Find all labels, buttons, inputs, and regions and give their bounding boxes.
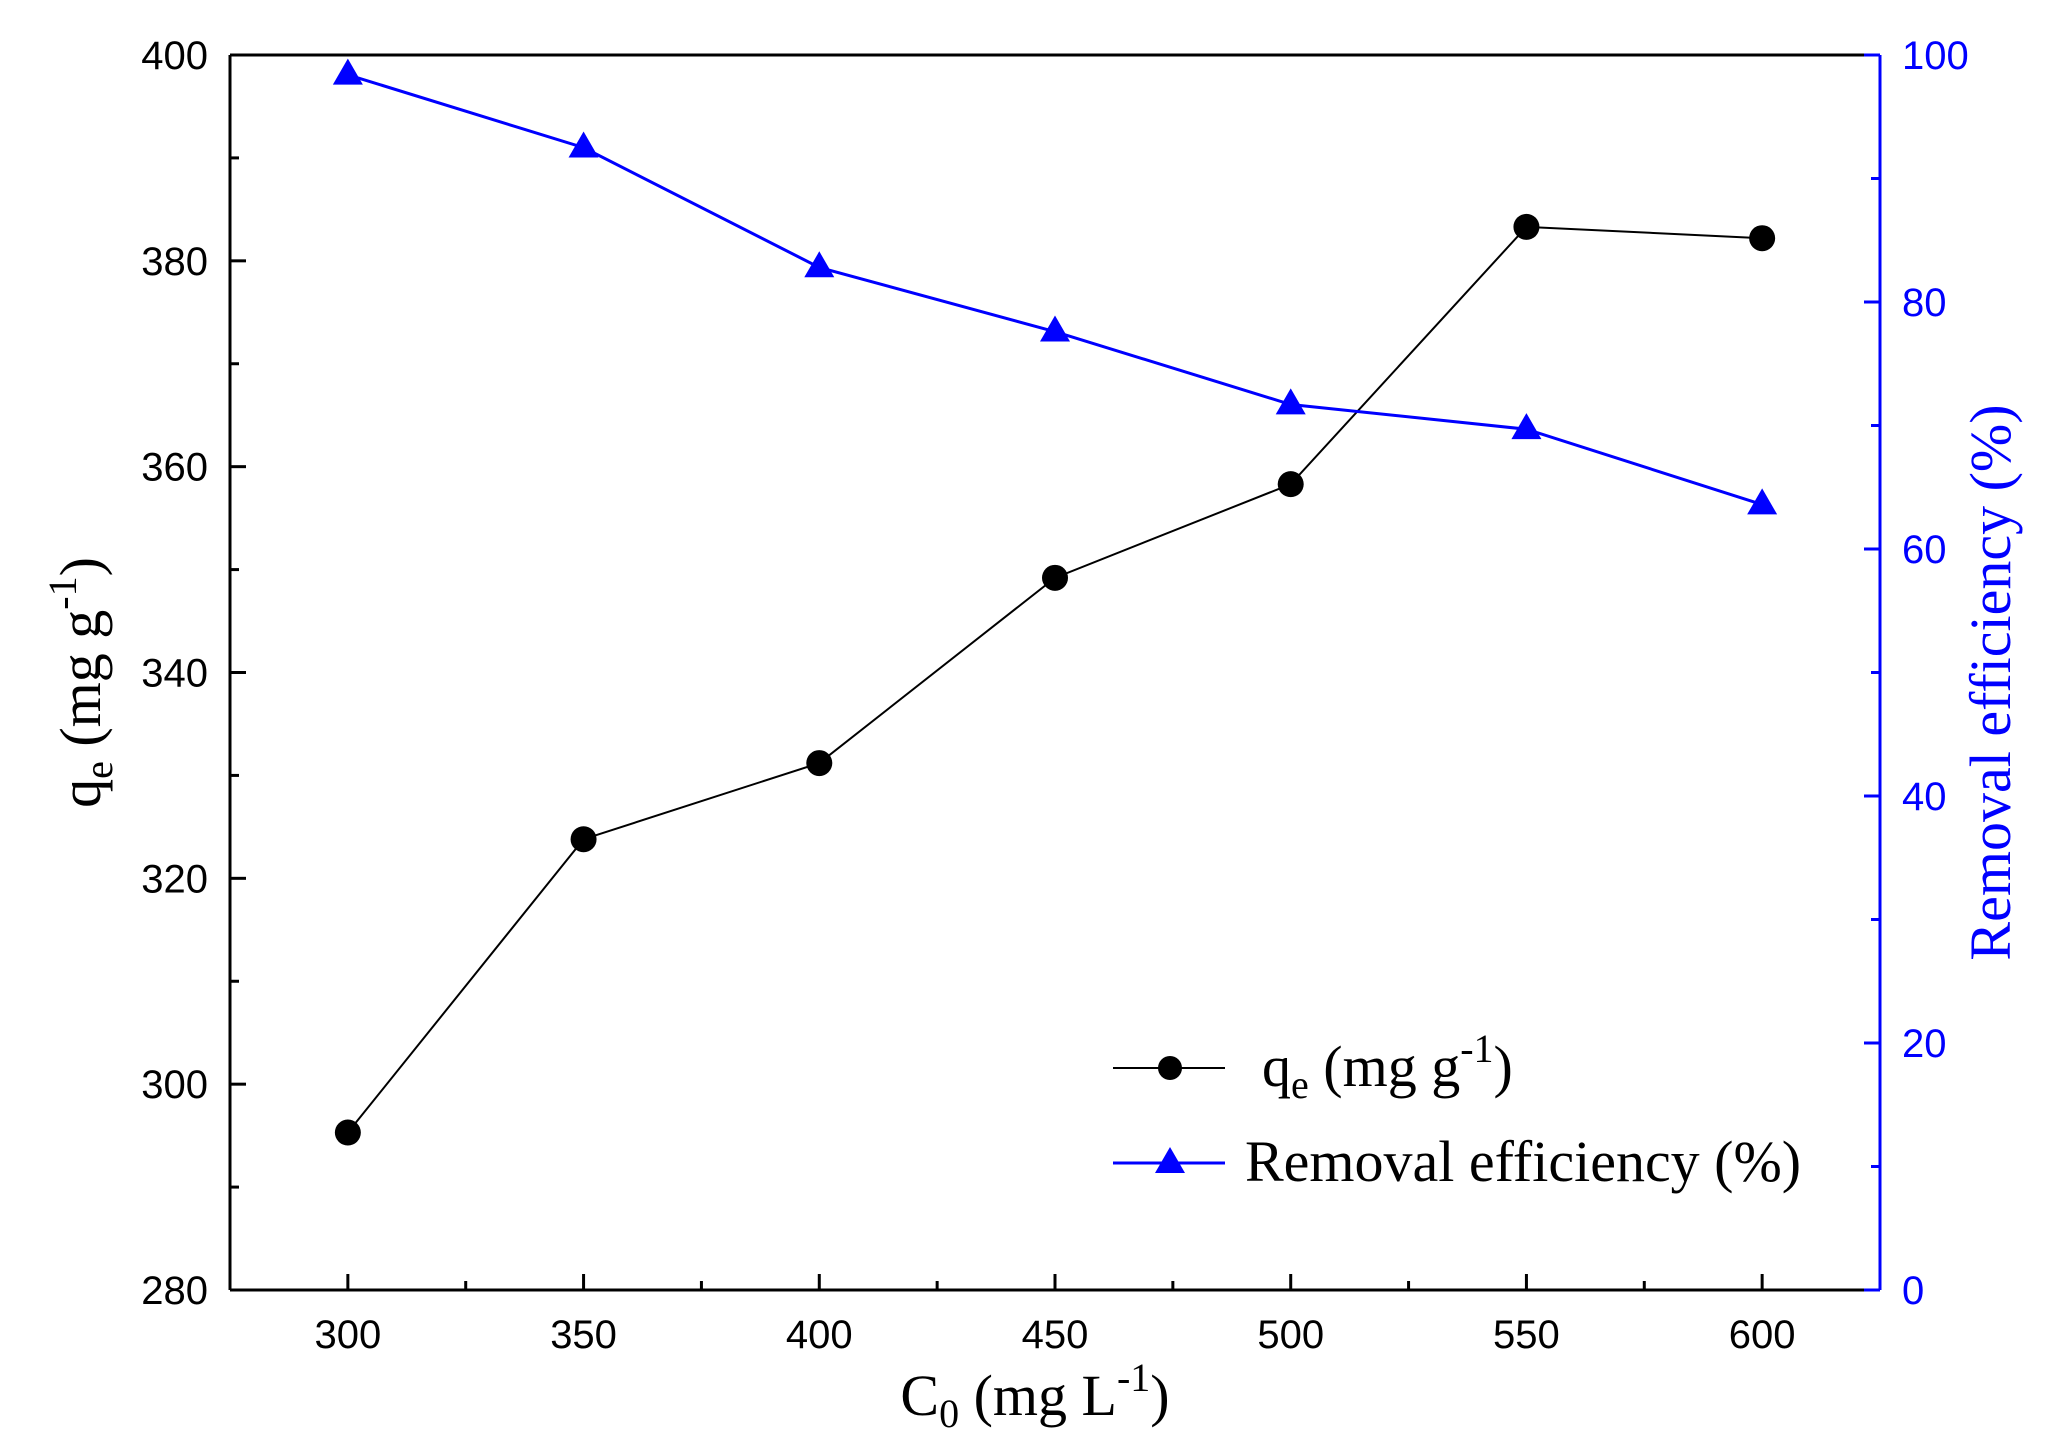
x-tick-label: 400	[786, 1313, 853, 1357]
x-tick-label: 500	[1257, 1313, 1324, 1357]
right-y-tick-label: 60	[1902, 528, 1947, 572]
legend-qe-label: qe (mg g-1)	[1262, 1026, 1513, 1107]
removal-data-point	[1275, 388, 1306, 415]
qe-data-point	[334, 1119, 361, 1146]
removal-data-point	[1511, 413, 1542, 440]
legend: qe (mg g-1) Removal efficiency (%)	[1113, 1026, 1801, 1194]
removal-data-point	[1747, 488, 1778, 515]
qe-data-point	[1513, 213, 1540, 240]
qe-data-point	[806, 750, 833, 777]
right-y-tick-label: 80	[1902, 281, 1947, 325]
x-tick-label: 300	[314, 1313, 381, 1357]
right-y-tick-label: 0	[1902, 1269, 1924, 1313]
qe-data-point	[1042, 564, 1068, 591]
axes-layer	[228, 53, 1882, 1292]
legend-removal-marker	[1155, 1147, 1185, 1173]
x-tick-label: 450	[1022, 1313, 1089, 1357]
legend-qe-marker	[1158, 1056, 1182, 1080]
qe-series-line	[347, 225, 1763, 1134]
left-y-tick-label: 320	[141, 857, 208, 901]
left-y-axis-title: qe (mg g-1)	[40, 557, 121, 808]
qe-data-point	[1277, 471, 1304, 498]
legend-removal-label: Removal efficiency (%)	[1245, 1129, 1801, 1194]
x-tick-label: 350	[550, 1313, 617, 1357]
qe-data-point	[1749, 225, 1776, 252]
right-y-tick-label: 40	[1902, 775, 1947, 819]
x-axis-title: C0 (mg L-1)	[900, 1355, 1169, 1436]
removal-series-line	[347, 73, 1763, 506]
removal-data-point	[568, 131, 599, 158]
removal-data-point	[332, 58, 363, 85]
qe-data-point	[570, 826, 597, 853]
right-y-axis-title: Removal efficiency (%)	[1958, 404, 2023, 960]
left-y-tick-label: 340	[141, 652, 208, 696]
left-y-tick-label: 400	[141, 34, 208, 78]
x-tick-label: 600	[1729, 1313, 1796, 1357]
right-y-tick-label: 100	[1902, 34, 1969, 78]
left-y-tick-label: 380	[141, 240, 208, 284]
x-tick-label: 550	[1493, 1313, 1560, 1357]
ticks-layer: 300 350 400 450 500 550 6002803003203403603804…	[141, 34, 1969, 1357]
left-y-tick-label: 280	[141, 1269, 208, 1313]
removal-data-point	[804, 251, 835, 278]
removal-data-point	[1040, 315, 1070, 342]
left-y-tick-label: 300	[141, 1063, 208, 1107]
series-layer	[332, 58, 1778, 1146]
right-y-tick-label: 20	[1902, 1022, 1947, 1066]
left-y-tick-label: 360	[141, 446, 208, 490]
